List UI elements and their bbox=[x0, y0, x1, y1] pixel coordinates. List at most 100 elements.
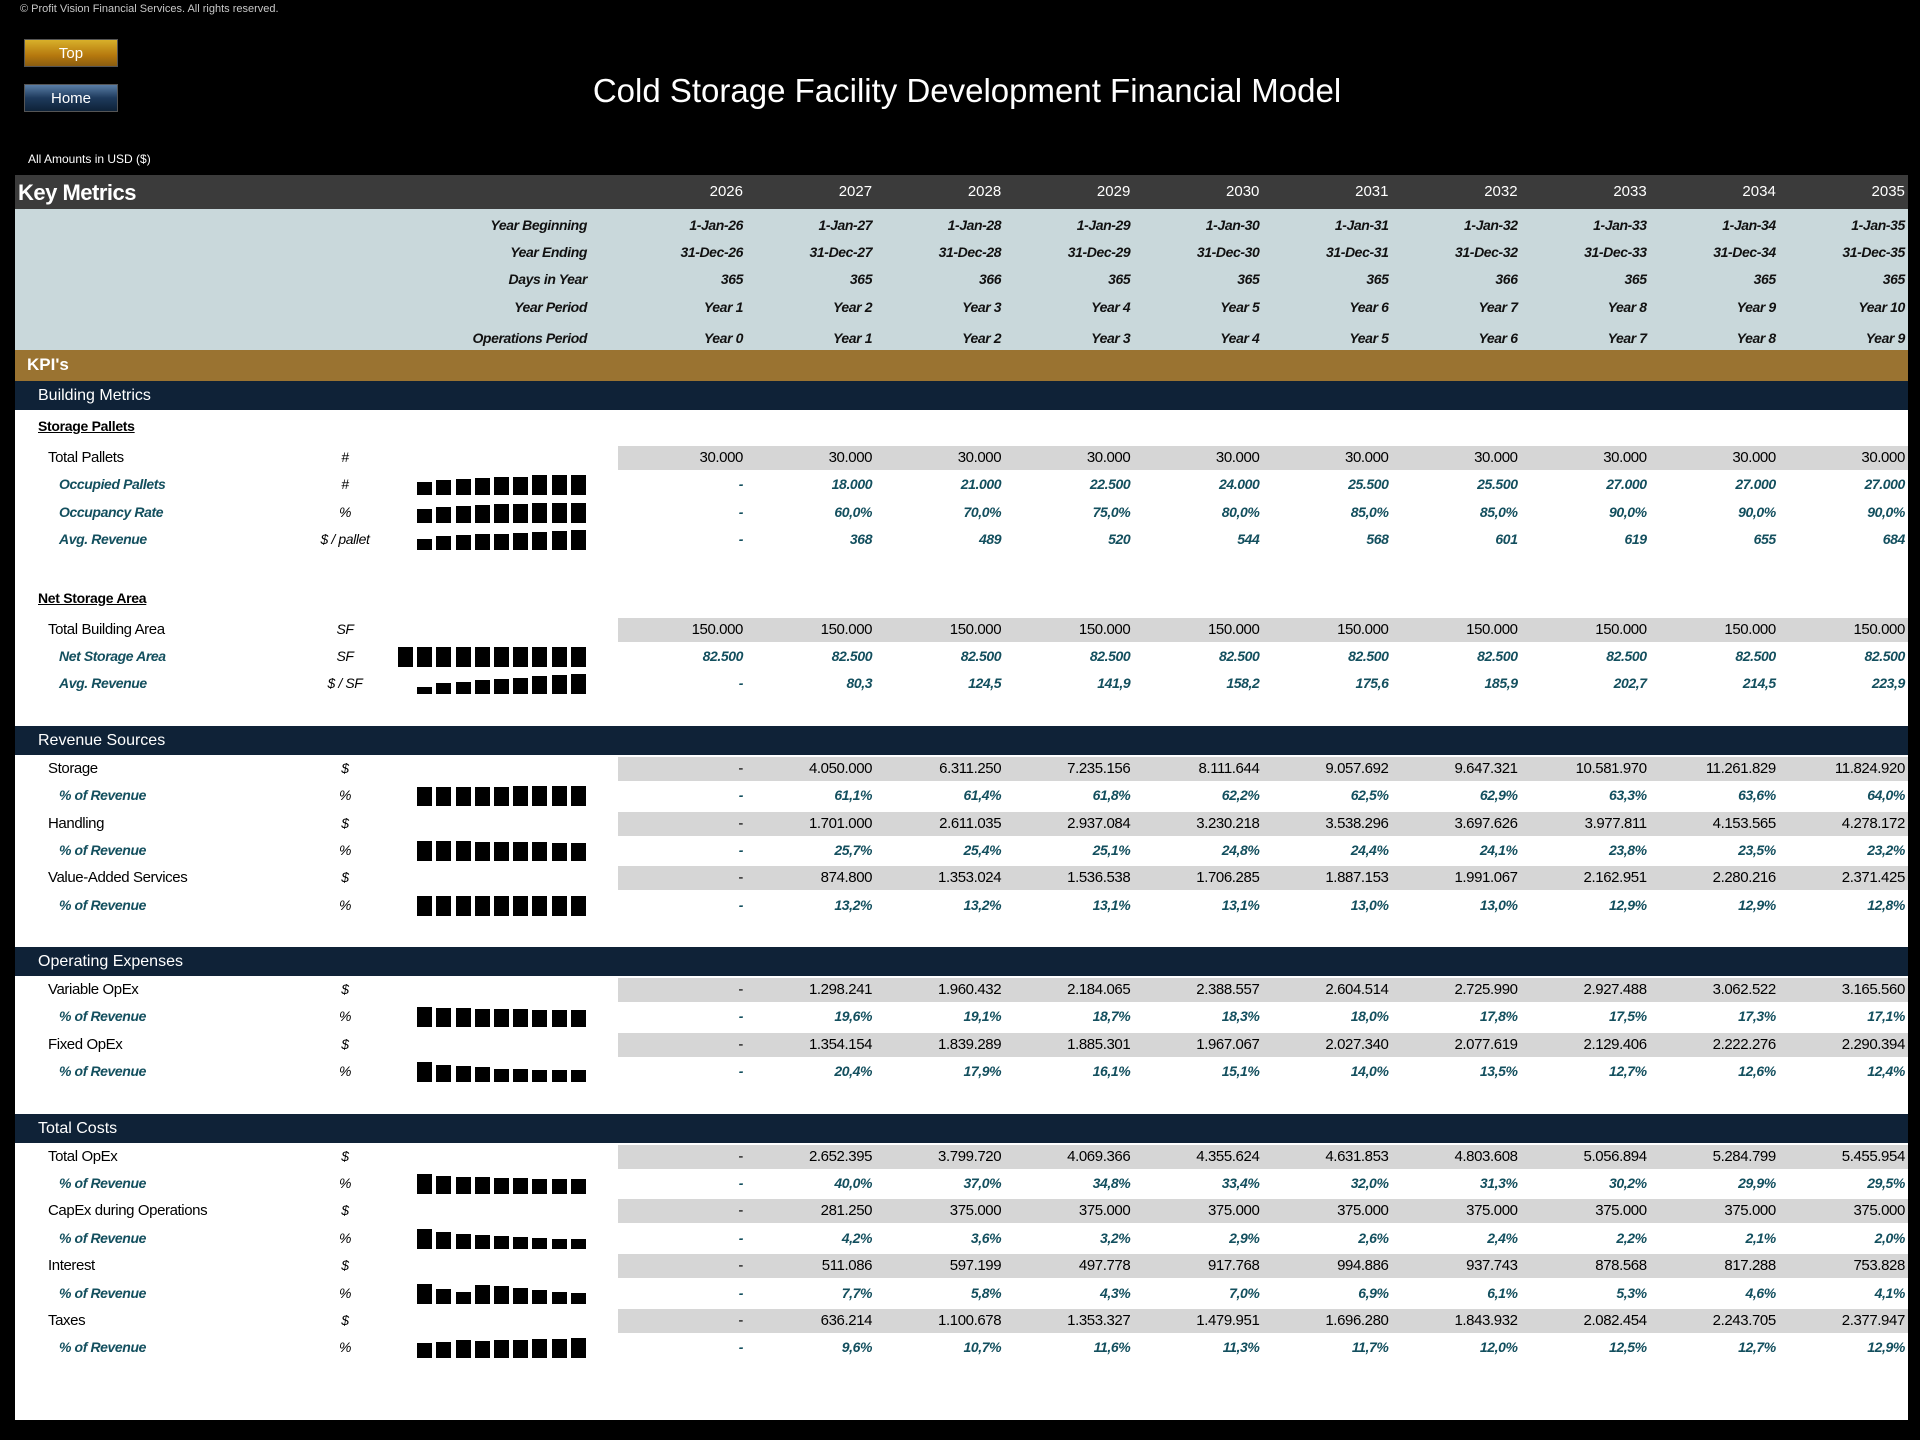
row-unit: $ / SF bbox=[327, 675, 363, 692]
row-unit: $ bbox=[341, 1311, 349, 1328]
row-value: 2.290.394 bbox=[1841, 1035, 1906, 1053]
sparkline-bar bbox=[474, 895, 490, 916]
sparkline-bar bbox=[417, 1343, 433, 1359]
period-header-label: Year Beginning bbox=[490, 217, 587, 233]
row-value: 223,9 bbox=[1871, 675, 1905, 692]
row-value: 20,4% bbox=[834, 1063, 873, 1080]
row-value: 25,4% bbox=[963, 841, 1002, 858]
row-value: 375.000 bbox=[1466, 1202, 1518, 1220]
row-value: 3.062.522 bbox=[1712, 981, 1777, 999]
table-row: Total Building Area SF 150.000 150.000 150.0… bbox=[15, 616, 1908, 643]
row-unit: % bbox=[338, 896, 352, 913]
row-value: 32,0% bbox=[1350, 1175, 1389, 1192]
row-value: 31,3% bbox=[1479, 1175, 1518, 1192]
row-value: 82.500 bbox=[831, 647, 873, 664]
sparkline-bar bbox=[494, 841, 509, 861]
section-spacer bbox=[15, 698, 1908, 726]
sparkline-bar bbox=[474, 477, 490, 496]
sparkline-bar bbox=[570, 1179, 586, 1195]
row-shading bbox=[618, 617, 1908, 642]
row-value: 16,1% bbox=[1092, 1063, 1131, 1080]
row-value: 185,9 bbox=[1484, 675, 1518, 692]
row-value: 30.000 bbox=[1474, 449, 1518, 466]
row-value: 2,6% bbox=[1358, 1229, 1389, 1246]
sparkline-bar bbox=[532, 676, 548, 695]
top-button[interactable]: Top bbox=[24, 39, 118, 67]
row-label: Variable OpEx bbox=[48, 981, 139, 999]
row-shading bbox=[618, 978, 1908, 1003]
row-value: 30.000 bbox=[1861, 449, 1905, 466]
row-value: 12,7% bbox=[1608, 1063, 1647, 1080]
row-shading bbox=[618, 1254, 1908, 1279]
row-value: 4.050.000 bbox=[808, 759, 873, 777]
sparkline-bar bbox=[513, 476, 529, 496]
table-row: Occupancy Rate% - 60,0% 70,0% 75,0% 80,0% 85,0… bbox=[15, 499, 1908, 526]
sparkline-bar bbox=[513, 896, 529, 916]
year-column-header: 2030 bbox=[1226, 183, 1260, 200]
row-value: 817.288 bbox=[1724, 1257, 1776, 1275]
row-value: - bbox=[738, 1229, 744, 1246]
row-value: 70,0% bbox=[963, 503, 1002, 520]
section-title: Operating Expenses bbox=[38, 953, 183, 971]
sparkline-bar bbox=[494, 1236, 509, 1249]
sparkline-bar bbox=[551, 1179, 567, 1195]
row-value: 1.885.301 bbox=[1067, 1035, 1131, 1053]
sparkline bbox=[398, 1172, 588, 1195]
sparkline bbox=[398, 501, 588, 523]
row-unit: $ bbox=[341, 1147, 349, 1164]
row-unit: SF bbox=[336, 620, 354, 637]
table-row: % of Revenue% - 7,7% 5,8% 4,3% 7,0% 6,9% 6,1% 5,… bbox=[15, 1280, 1908, 1307]
sparkline-bar bbox=[570, 1070, 586, 1083]
row-value: 568 bbox=[1366, 531, 1389, 548]
row-value: 1.967.067 bbox=[1196, 1035, 1260, 1053]
row-value: 2.129.406 bbox=[1583, 1035, 1648, 1053]
sparkline-bar bbox=[513, 1069, 529, 1083]
row-value: 8.111.644 bbox=[1198, 759, 1260, 777]
sparkline-bar bbox=[474, 680, 490, 695]
page-title: Cold Storage Facility Development Financ… bbox=[592, 72, 1342, 109]
row-value: 6.311.250 bbox=[939, 759, 1002, 777]
year-column-header: 2027 bbox=[838, 183, 873, 200]
row-unit: % bbox=[338, 1284, 352, 1301]
row-value: 25.500 bbox=[1348, 476, 1389, 493]
row-value: 85,0% bbox=[1479, 503, 1518, 520]
home-button[interactable]: Home bbox=[24, 84, 118, 112]
sparkline-bar bbox=[570, 1338, 586, 1359]
row-value: - bbox=[738, 1175, 744, 1192]
row-value: 40,0% bbox=[834, 1175, 873, 1192]
section-bar-building-metrics: Building Metrics bbox=[15, 381, 1908, 410]
row-value: - bbox=[738, 675, 744, 692]
row-value: 4,3% bbox=[1099, 1284, 1131, 1301]
row-value: 2.077.619 bbox=[1454, 1035, 1518, 1053]
section-title: Total Costs bbox=[38, 1119, 118, 1137]
row-value: 3.230.218 bbox=[1196, 814, 1260, 832]
year-column-header: 2028 bbox=[967, 183, 1002, 200]
row-value: 2.280.216 bbox=[1712, 869, 1777, 887]
sparkline-bar bbox=[570, 530, 586, 551]
period-header-value: Year 4 bbox=[1220, 330, 1260, 346]
sparkline-bar bbox=[551, 1338, 567, 1359]
row-value: 1.701.000 bbox=[808, 814, 873, 832]
row-value: 1.887.153 bbox=[1325, 869, 1389, 887]
row-value: 4.278.172 bbox=[1841, 814, 1906, 832]
row-value: 601 bbox=[1495, 531, 1518, 548]
row-value: 9.057.692 bbox=[1325, 759, 1389, 777]
row-label: CapEx during Operations bbox=[48, 1202, 208, 1220]
row-value: 917.768 bbox=[1207, 1257, 1260, 1275]
row-value: 150.000 bbox=[691, 620, 744, 638]
sparkline-bar bbox=[474, 841, 490, 861]
row-value: 27.000 bbox=[1864, 476, 1905, 493]
row-value: 158,2 bbox=[1226, 675, 1260, 692]
row-value: 85,0% bbox=[1350, 503, 1389, 520]
sparkline-bar bbox=[494, 1068, 509, 1083]
sparkline-bar bbox=[436, 1288, 452, 1304]
sparkline-bar bbox=[551, 502, 567, 523]
row-value: 2.184.065 bbox=[1067, 981, 1131, 999]
row-value: 22.500 bbox=[1089, 476, 1131, 493]
table-row: % of Revenue% - 61,1% 61,4% 61,8% 62,2% 62,5% 6… bbox=[15, 782, 1908, 809]
row-value: - bbox=[738, 1339, 744, 1356]
row-unit: % bbox=[338, 841, 352, 858]
period-header-value: 365 bbox=[720, 271, 744, 287]
year-column-header: 2033 bbox=[1613, 183, 1647, 200]
sparkline-bar bbox=[417, 687, 433, 695]
